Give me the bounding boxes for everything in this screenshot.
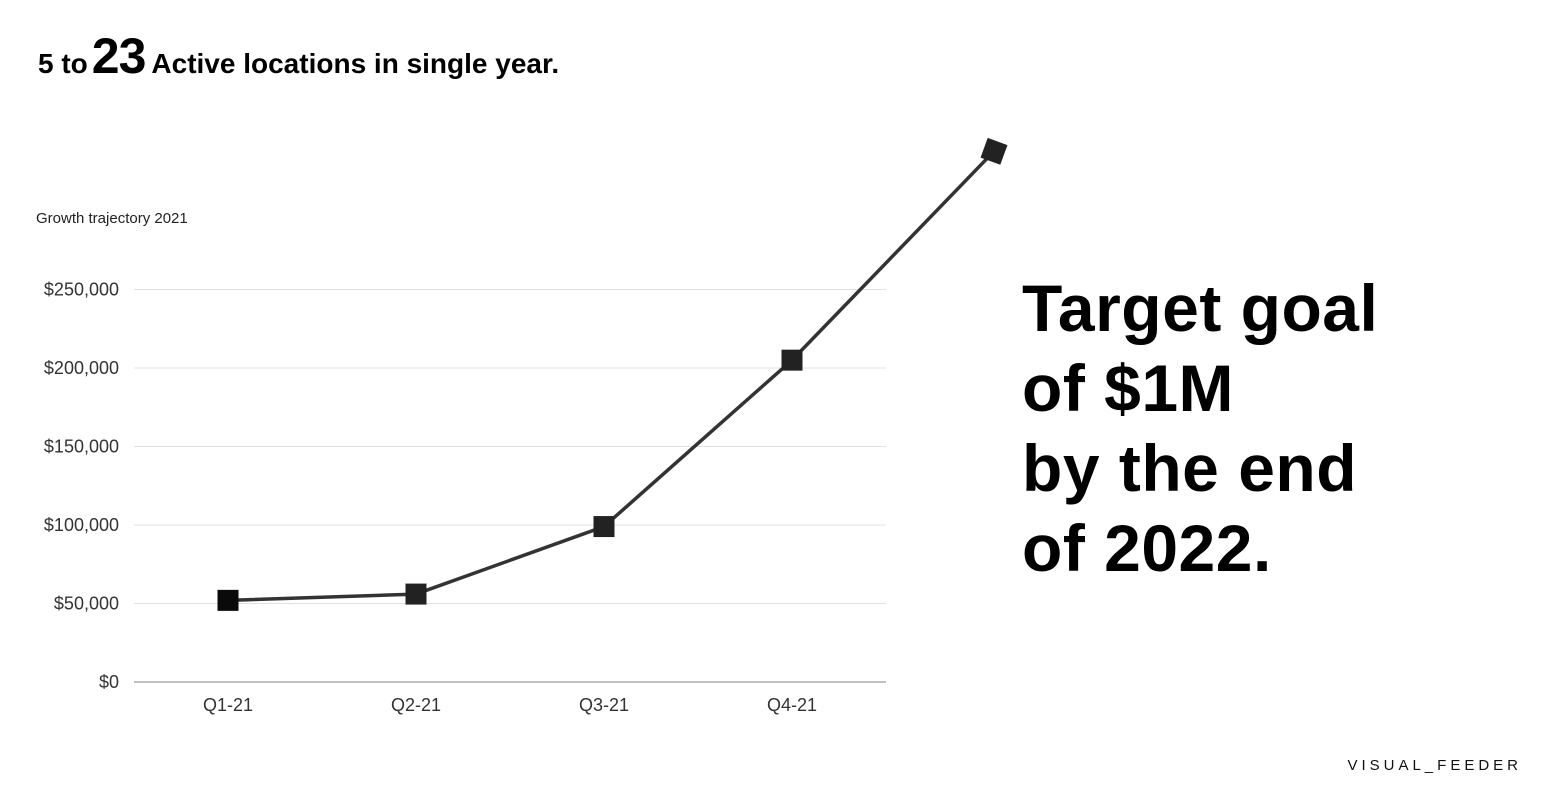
chart-title: Growth trajectory 2021 (36, 210, 188, 227)
x-tick-label: Q2-21 (391, 695, 441, 715)
y-tick-label: $250,000 (44, 280, 119, 300)
y-tick-label: $0 (99, 672, 119, 692)
data-point-marker (781, 349, 803, 371)
headline-prefix: 5 to (38, 48, 88, 79)
x-tick-label: Q4-21 (767, 695, 817, 715)
y-tick-label: $200,000 (44, 358, 119, 378)
x-tick-label: Q3-21 (579, 695, 629, 715)
target-goal-text: Target goal of $1M by the end of 2022. (1022, 268, 1522, 588)
data-point-marker (593, 516, 615, 538)
goal-line-2: of $1M (1022, 351, 1235, 425)
growth-chart-svg: Growth trajectory 2021 $0 $50,000 $100,000 $… (36, 137, 1008, 715)
y-tick-label: $100,000 (44, 515, 119, 535)
y-tick-label: $150,000 (44, 437, 119, 457)
x-tick-label: Q1-21 (203, 695, 253, 715)
goal-line-1: Target goal (1022, 271, 1379, 345)
data-point-marker (217, 589, 239, 611)
goal-line-4: of 2022. (1022, 511, 1272, 585)
data-point-marker (980, 137, 1008, 165)
headline: 5 to23 Active locations in single year. (38, 26, 559, 94)
y-tick-label: $50,000 (54, 594, 119, 614)
headline-highlight-number: 23 (91, 28, 147, 84)
growth-chart: Growth trajectory 2021 $0 $50,000 $100,000 $… (0, 100, 1008, 740)
headline-suffix: Active locations in single year. (151, 48, 560, 79)
brand-label: VISUAL_FEEDER (1347, 757, 1522, 774)
goal-line-3: by the end (1022, 431, 1358, 505)
data-point-marker (405, 583, 427, 605)
